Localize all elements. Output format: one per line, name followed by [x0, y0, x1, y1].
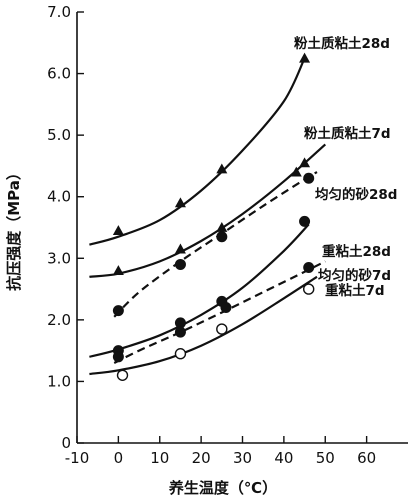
data-point-triangle [112, 265, 124, 275]
series-label: 粉土质粘土28d [294, 35, 390, 52]
x-tick-label: 20 [192, 449, 211, 467]
series-curve [89, 143, 327, 278]
x-tick-label: 40 [274, 449, 293, 467]
data-point-filled-circle [112, 305, 124, 317]
data-point-filled-circle [303, 172, 315, 184]
data-point-open-circle [116, 369, 129, 381]
x-tick-label: 50 [316, 449, 335, 467]
series-curve [89, 223, 310, 358]
x-tick-label: 0 [114, 449, 124, 467]
data-point-open-circle [216, 323, 228, 335]
data-point-triangle [216, 222, 228, 232]
series-markers [112, 52, 315, 381]
y-tick-label: 5.0 [47, 126, 71, 144]
x-tick-label: -10 [65, 449, 90, 467]
y-tick-label: 6.0 [47, 65, 71, 83]
y-tick-label: 4.0 [47, 188, 71, 206]
y-tick-label: 0 [61, 434, 71, 452]
x-tick-label: 60 [357, 449, 376, 467]
series-label: 均匀的砂28d [315, 186, 397, 203]
data-point-triangle [174, 197, 186, 208]
data-point-triangle [290, 166, 302, 177]
data-point-filled-circle [216, 231, 228, 243]
data-point-filled-circle [112, 351, 124, 363]
data-point-filled-circle [174, 317, 186, 329]
data-point-open-circle [174, 348, 187, 360]
series-curve [89, 275, 318, 376]
series-curves [89, 57, 327, 376]
data-point-filled-circle [174, 258, 186, 270]
data-point-filled-circle [299, 215, 311, 227]
x-tick-label: 30 [233, 449, 252, 467]
data-point-filled-circle [303, 262, 315, 274]
data-point-triangle [299, 157, 311, 168]
series-curve [113, 260, 326, 364]
data-point-triangle [299, 52, 311, 63]
y-tick-label: 7.0 [47, 3, 71, 21]
series-curve [113, 171, 318, 318]
axes: 01.02.03.04.05.06.07.0-10 0 10 20 30 40 50 60 [47, 3, 408, 467]
series-label: 重粘土28d [322, 243, 391, 260]
y-tick-label: 1.0 [47, 372, 71, 390]
series-label: 均匀的砂7d [318, 267, 391, 284]
series-curve [89, 57, 306, 246]
data-point-filled-circle [220, 302, 232, 314]
series-label: 粉土质粘土7d [304, 125, 391, 142]
x-tick-label: 10 [150, 449, 169, 467]
y-tick-label: 3.0 [47, 249, 71, 267]
data-point-filled-circle [174, 326, 186, 338]
data-point-open-circle [303, 283, 315, 295]
data-point-triangle [112, 225, 124, 235]
series-label: 重粘土7d [325, 282, 385, 299]
data-point-triangle [174, 243, 186, 254]
y-tick-label: 2.0 [47, 311, 71, 329]
y-axis-title: 抗压强度（MPa） [5, 165, 23, 291]
data-point-triangle [216, 163, 228, 174]
x-axis-title: 养生温度（℃） [168, 479, 277, 497]
